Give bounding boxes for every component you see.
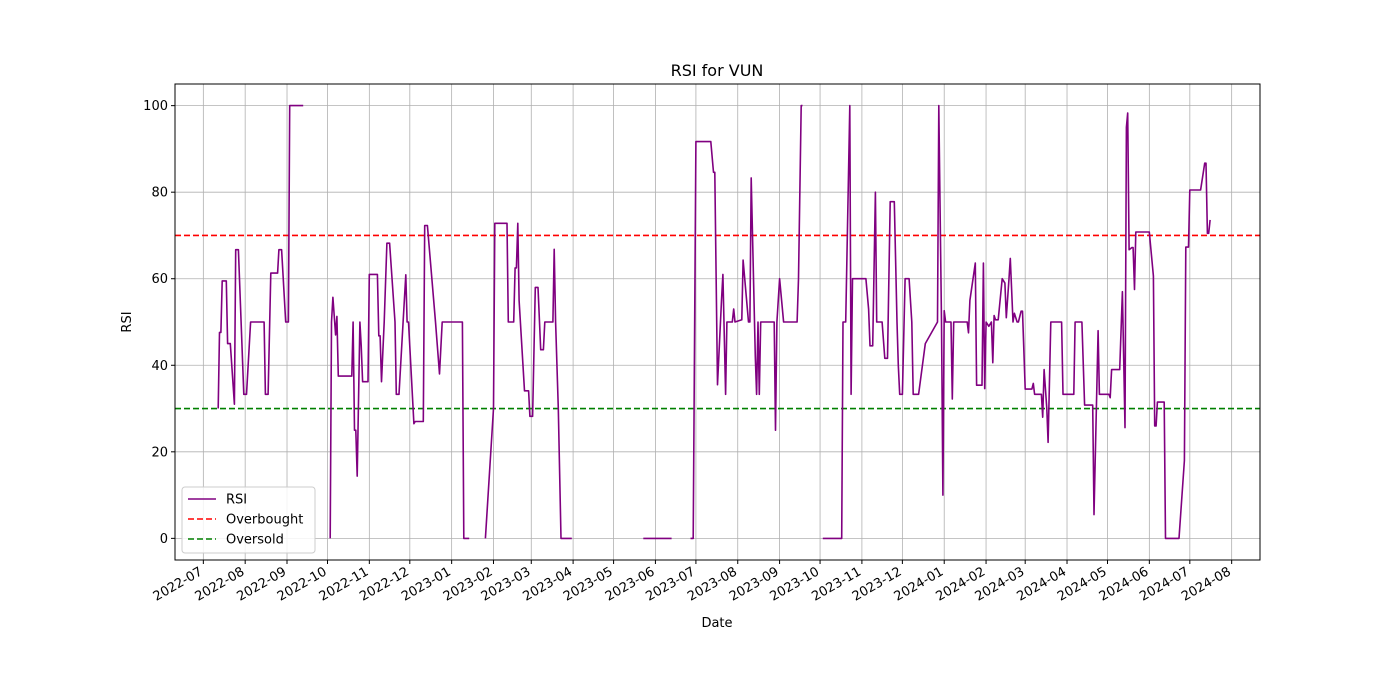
rsi-line-segment <box>690 104 803 540</box>
rsi-line-segment <box>329 224 470 540</box>
y-tick-label: 60 <box>151 272 168 287</box>
reference-lines <box>175 234 1260 410</box>
y-tick-label: 80 <box>151 186 168 201</box>
rsi-line-segment <box>484 222 572 540</box>
legend-label: Oversold <box>226 533 284 548</box>
x-axis-label: Date <box>701 616 732 631</box>
y-axis-label: RSI <box>120 311 135 332</box>
y-tick-label: 0 <box>160 532 168 547</box>
y-tick-label: 100 <box>143 99 168 114</box>
legend-label: Overbought <box>226 513 303 528</box>
legend-box <box>181 486 316 554</box>
plot-frame <box>174 83 1261 561</box>
series-layer <box>217 104 1211 540</box>
chart-title: RSI for VUN <box>671 61 764 80</box>
rsi-line-segment <box>217 104 304 409</box>
y-axis: 0 20 40 60 80 100 <box>143 99 175 547</box>
y-tick-label: 20 <box>151 445 168 460</box>
rsi-line-segment <box>822 104 1211 540</box>
legend-label: RSI <box>226 493 247 508</box>
legend: RSI Overbought Oversold <box>181 486 316 554</box>
y-tick-label: 40 <box>151 359 168 374</box>
